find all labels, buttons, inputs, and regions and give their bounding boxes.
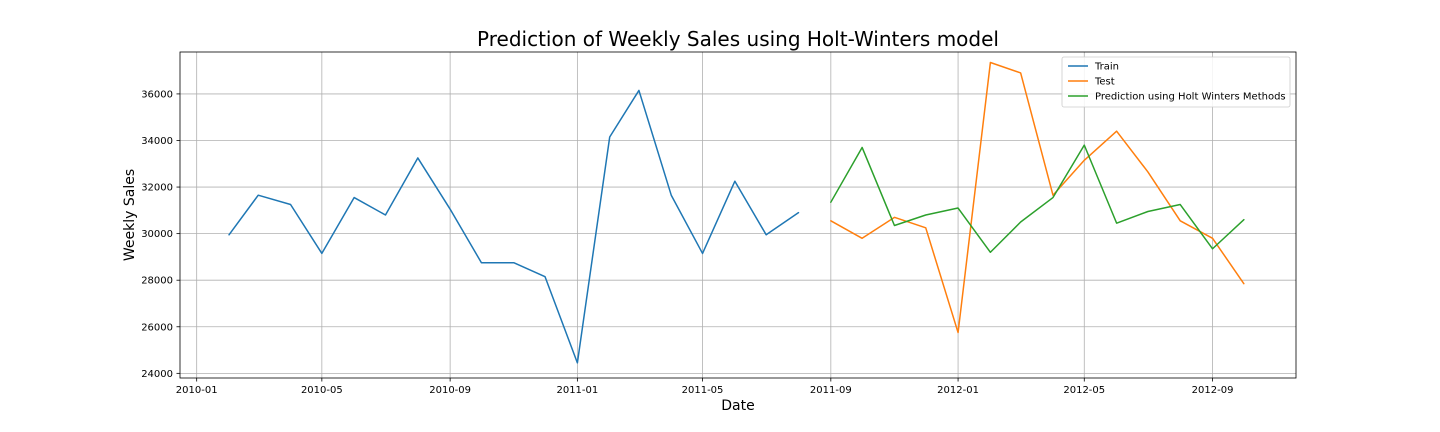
y-tick-label: 26000 [141,322,173,333]
x-axis-ticks: 2010-01 2010-05 2010-09 2011-01 2011-05 2011-… [176,378,1234,396]
y-tick-label: 30000 [141,229,173,240]
chart-title: Prediction of Weekly Sales using Holt-Wi… [477,27,999,51]
series-line-train [228,89,800,364]
y-tick-label: 32000 [141,183,173,194]
y-axis-ticks: 24000 26000 28000 30000 32000 34000 36000 [141,89,180,380]
legend: Train Test Prediction using Holt Winters M… [1061,56,1291,108]
x-tick-label: 2011-01 [556,385,598,396]
x-tick-label: 2011-09 [810,385,852,396]
x-tick-label: 2010-01 [176,385,218,396]
x-tick-label: 2010-05 [301,385,343,396]
x-tick-label: 2012-01 [937,385,979,396]
series-line-prediction-using-holt-winters-methods [830,144,1245,254]
y-tick-label: 24000 [141,369,173,380]
x-tick-label: 2012-05 [1063,385,1105,396]
plot-area-frame [179,51,1297,379]
legend-label: Prediction using Holt Winters Methods [1095,92,1286,103]
series-lines [228,61,1245,364]
y-tick-label: 36000 [141,89,173,100]
x-axis-label: Date [721,398,754,414]
y-tick-label: 28000 [141,276,173,287]
y-axis-label: Weekly Sales [122,169,138,261]
legend-label: Train [1094,62,1119,73]
y-tick-label: 34000 [141,136,173,147]
x-tick-label: 2010-09 [429,385,471,396]
legend-box [1061,56,1291,108]
series-line-test [830,61,1245,334]
x-tick-label: 2011-05 [682,385,724,396]
x-tick-label: 2012-09 [1192,385,1234,396]
legend-label: Test [1094,77,1115,88]
